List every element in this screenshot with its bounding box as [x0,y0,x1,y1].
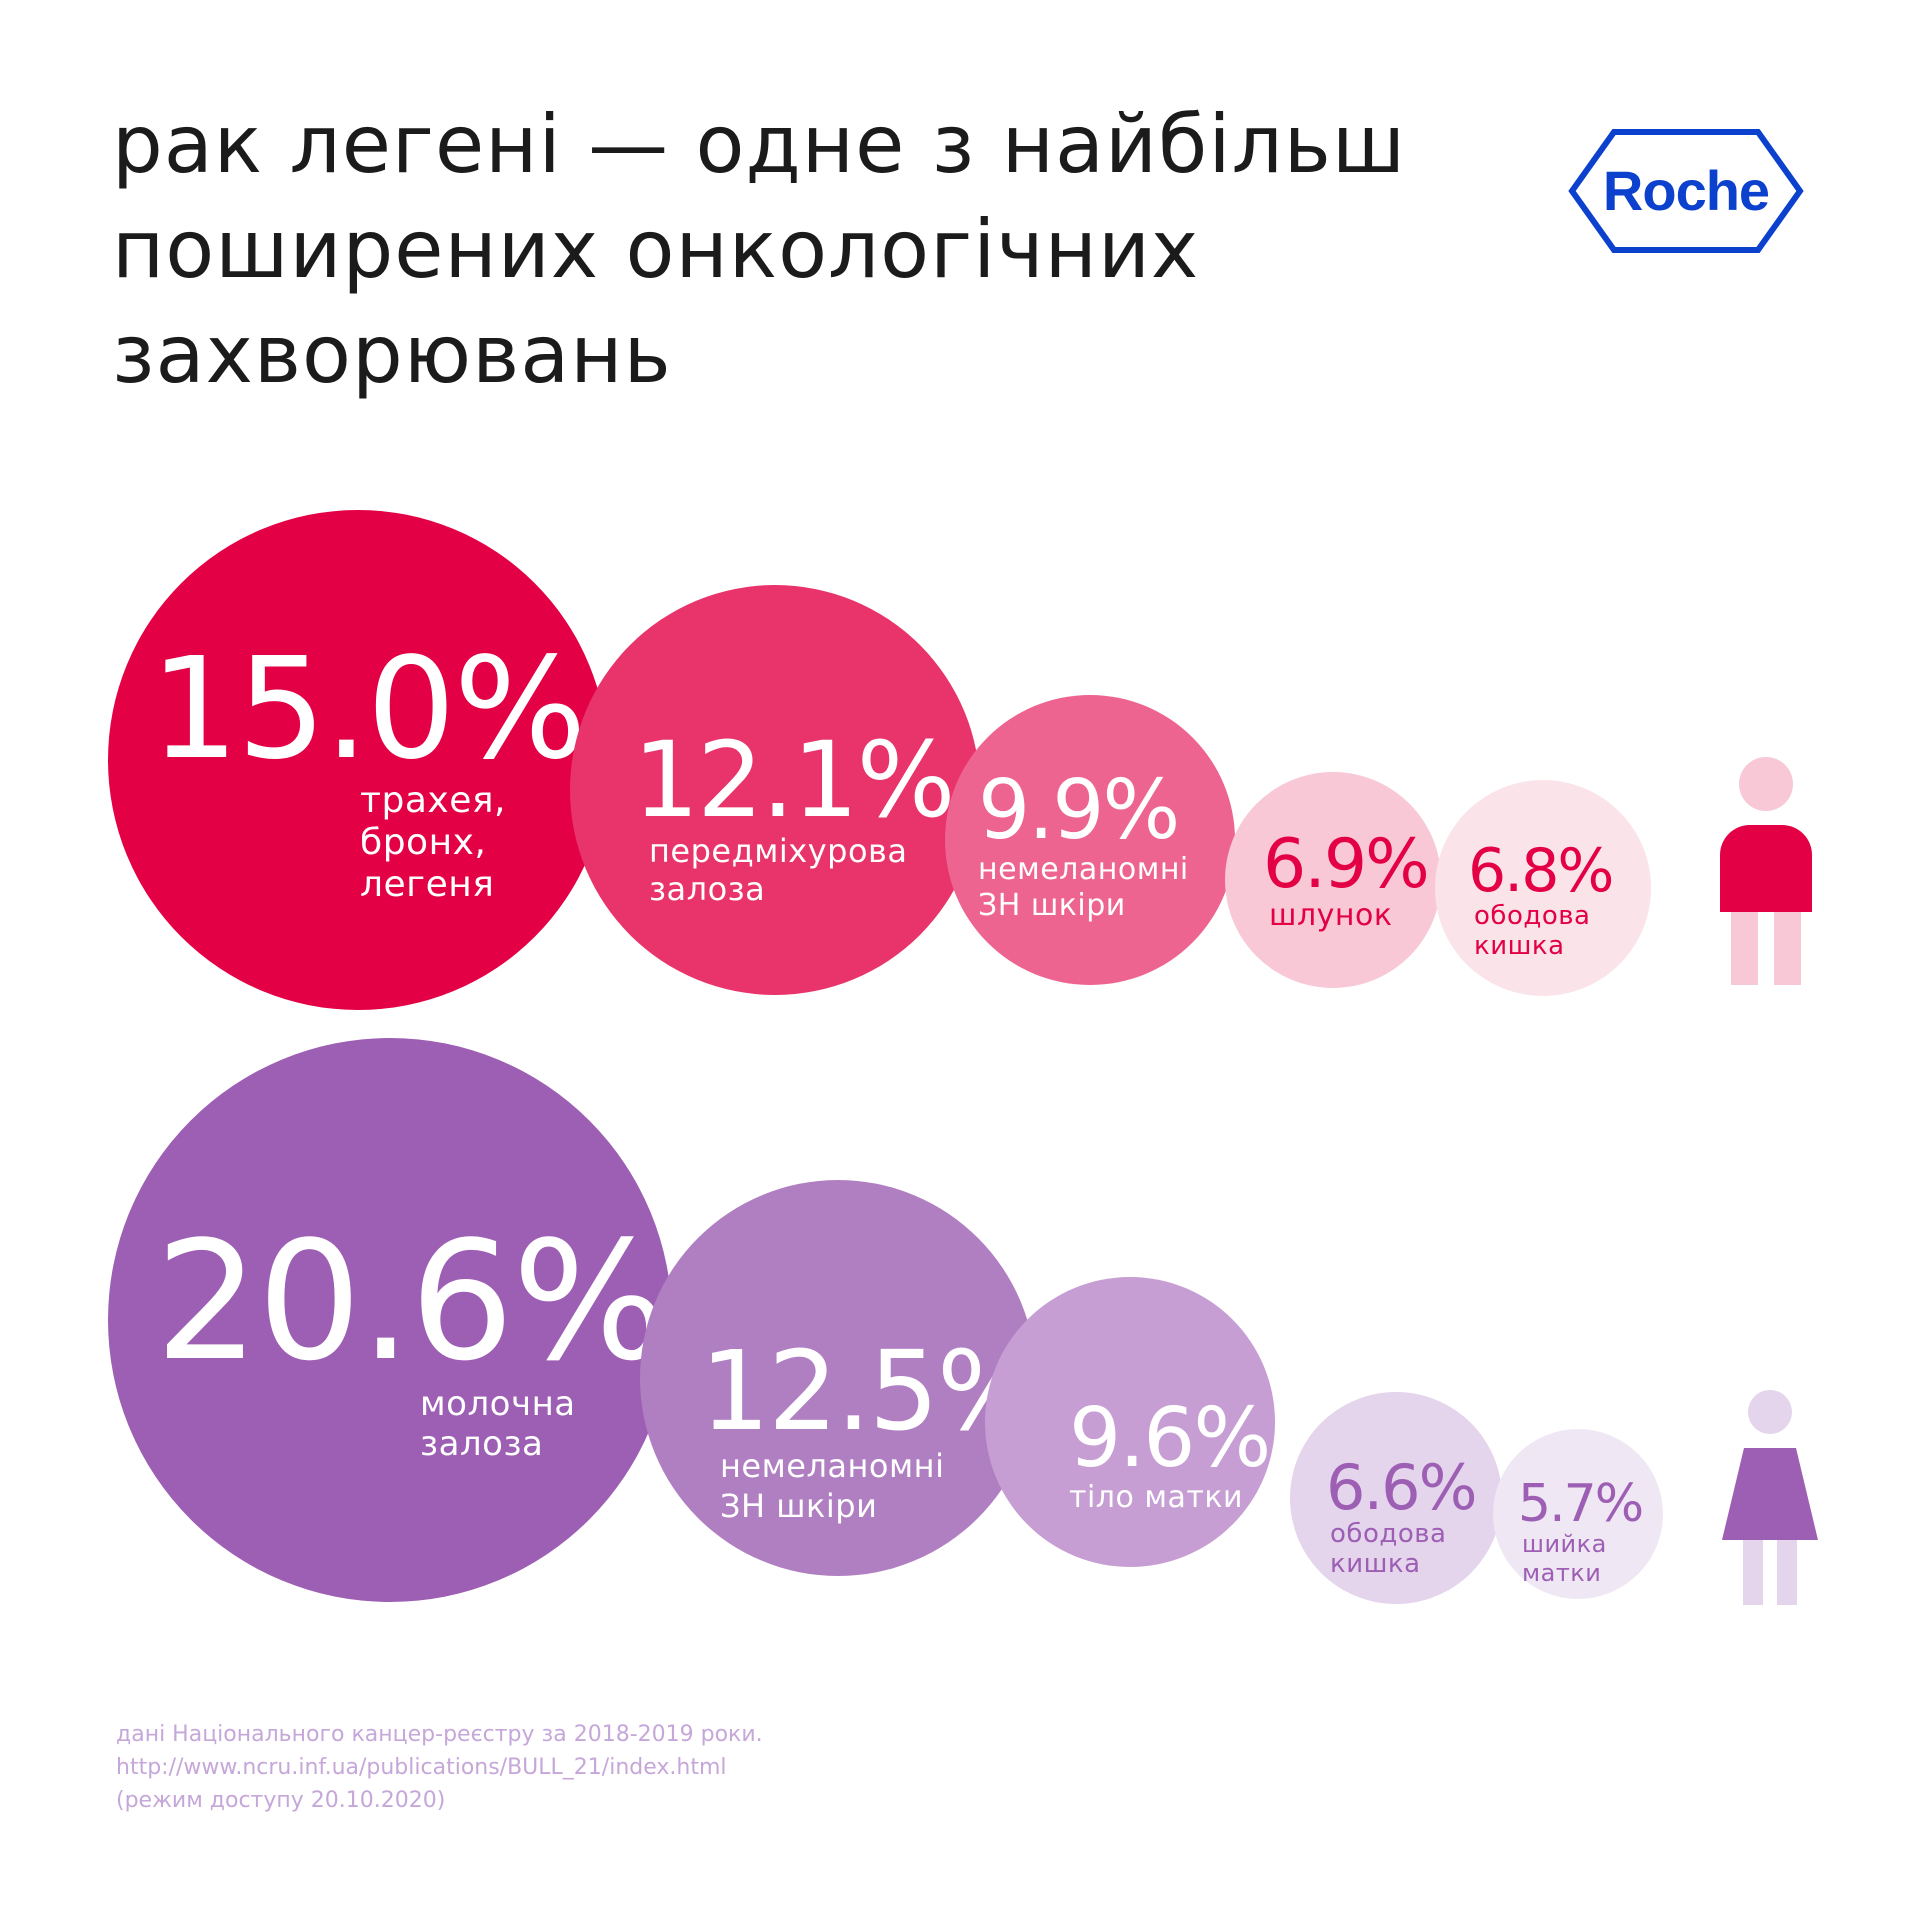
men-bubble-5 [1435,780,1651,996]
roche-logo: Roche [1568,129,1804,253]
female-figure-icon [1722,1390,1818,1605]
title-line-3: захворювань [112,308,672,401]
women-category-label-2: немеланомні ЗН шкіри [720,1447,945,1525]
men-bubble-2-text: 12.1% передміхурова залоза [633,719,955,908]
women-value-label-2: 12.5% [700,1327,1041,1455]
title-line-2: поширених онкологічних [112,203,1200,296]
female-figure-head [1748,1390,1792,1434]
women-bubble-2-text: 12.5% немеланомні ЗН шкіри [700,1327,1041,1526]
women-bubble-3-text: 9.6% тіло матки [1069,1391,1271,1516]
women-value-label-1: 20.6% [155,1206,668,1397]
male-figure-head [1739,757,1793,811]
male-figure-body [1720,825,1812,912]
men-bubble-3-text: 9.9% немеланомні ЗН шкіри [978,770,1189,924]
men-value-label-1: 15.0% [150,628,587,791]
source-url[interactable]: http://www.ncru.inf.ua/publications/BULL… [116,1755,727,1780]
roche-hexagon-icon [1568,129,1804,253]
female-figure-right-leg [1777,1540,1797,1605]
women-bubble-5-text: 5.7% шийка матки [1518,1474,1644,1588]
source-note: дані Національного канцер-реєстру за 201… [116,1718,936,1817]
male-figure-icon [1720,757,1812,985]
women-value-label-5: 5.7% [1518,1474,1644,1534]
women-bubble-2 [640,1180,1036,1576]
women-bubble-4 [1290,1392,1502,1604]
women-category-label-1: молочна залоза [420,1384,576,1464]
men-value-label-5: 6.8% [1468,836,1614,906]
female-figure-dress [1722,1448,1818,1540]
female-figure-left-leg [1743,1540,1763,1605]
men-bubble-2 [570,585,980,995]
male-figure-left-leg [1731,912,1758,985]
men-bubble-4 [1225,772,1441,988]
women-category-label-3: тіло матки [1069,1480,1243,1515]
women-bubble-4-text: 6.6% ободова кишка [1326,1451,1478,1580]
source-access-date: (режим доступу 20.10.2020) [116,1788,446,1813]
men-bubble-4-text: 6.9% шлунок [1263,825,1430,933]
page-title: рак легені — одне з найбільш поширених о… [112,92,1462,407]
men-category-label-3: немеланомні ЗН шкіри [978,852,1189,923]
women-bubble-1 [108,1038,672,1602]
men-value-label-4: 6.9% [1263,825,1430,904]
male-figure-right-leg [1774,912,1801,985]
men-bubble-3 [945,695,1235,985]
women-value-label-4: 6.6% [1326,1451,1478,1524]
roche-logo-text: Roche [1603,159,1769,222]
men-value-label-3: 9.9% [978,763,1180,858]
men-bubble-1 [108,510,608,1010]
men-bubble-1-text: 15.0% трахея, бронх, легеня [150,628,587,906]
men-category-label-5: ободова кишка [1474,901,1591,961]
women-category-label-4: ободова кишка [1330,1519,1447,1579]
title-line-1: рак легені — одне з найбільш [112,98,1407,191]
men-value-label-2: 12.1% [633,719,955,841]
men-category-label-2: передміхурова залоза [649,832,908,908]
women-bubble-3 [985,1277,1275,1567]
men-bubble-5-text: 6.8% ободова кишка [1468,836,1614,961]
source-line-1: дані Національного канцер-реєстру за 201… [116,1722,763,1747]
women-value-label-3: 9.6% [1069,1391,1271,1486]
women-bubble-1-text: 20.6% молочна залоза [155,1206,668,1465]
men-category-label-4: шлунок [1269,898,1393,933]
women-category-label-5: шийка матки [1522,1530,1607,1587]
men-category-label-1: трахея, бронх, легеня [360,780,506,905]
women-bubble-5 [1493,1429,1663,1599]
